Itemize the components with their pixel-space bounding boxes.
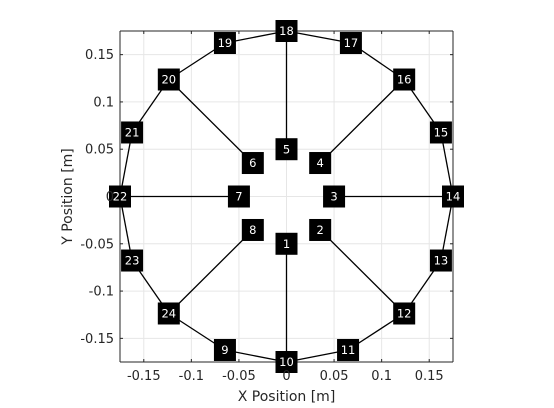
node-marker: 5 <box>275 138 298 161</box>
edge-line <box>319 79 405 164</box>
node-square <box>275 351 298 373</box>
node-label: 8 <box>249 223 256 237</box>
node-square <box>157 302 180 325</box>
node-label: 3 <box>330 190 337 204</box>
node-label: 2 <box>317 223 324 237</box>
node-square <box>213 32 236 55</box>
node-square <box>393 68 416 91</box>
node-marker: 18 <box>275 20 298 42</box>
node-label: 20 <box>161 73 176 87</box>
x-tick-label: 0.1 <box>371 369 392 384</box>
node-square <box>241 152 264 175</box>
y-tick-label: 0.05 <box>85 143 114 158</box>
node-marker: 9 <box>213 338 236 361</box>
node-square <box>323 185 346 208</box>
node-marker: 17 <box>339 32 362 55</box>
node-square <box>241 218 264 241</box>
node-label: 13 <box>434 254 449 268</box>
y-tick-label: -0.15 <box>80 332 114 347</box>
y-tick-label: -0.05 <box>80 237 114 252</box>
x-tick-label: 0 <box>282 369 290 384</box>
y-axis-label: Y Position [m] <box>60 148 76 246</box>
x-tick-label: 0.15 <box>415 369 444 384</box>
node-marker: 2 <box>309 218 332 241</box>
node-marker: 20 <box>157 68 180 91</box>
node-label: 16 <box>397 73 412 87</box>
x-axis-label: X Position [m] <box>238 389 336 405</box>
y-tick-label: 0.1 <box>93 95 114 110</box>
node-marker: 15 <box>429 121 452 144</box>
node-marker: 3 <box>323 185 346 208</box>
node-marker: 11 <box>337 338 360 361</box>
node-marker: 6 <box>241 152 264 175</box>
node-marker: 10 <box>275 351 298 373</box>
node-marker: 19 <box>213 32 236 55</box>
node-label: 24 <box>161 307 176 321</box>
node-marker: 7 <box>227 185 250 208</box>
node-label: 5 <box>283 142 290 156</box>
node-marker: 23 <box>121 249 144 272</box>
edge-line <box>168 229 254 314</box>
node-square <box>309 218 332 241</box>
tick-labels: -0.15 -0.1 -0.05 0 0.05 0.1 0.15-0.15-0.1-0.05… <box>80 48 443 384</box>
x-tick-label: -0.1 <box>179 369 204 384</box>
node-marker: 16 <box>393 68 416 91</box>
x-tick-label: -0.15 <box>127 369 161 384</box>
node-label: 11 <box>341 343 356 357</box>
node-marker: 4 <box>309 152 332 175</box>
edge-line <box>319 229 405 314</box>
node-label: 10 <box>279 355 294 369</box>
node-square <box>429 121 452 144</box>
node-label: 23 <box>125 254 140 268</box>
node-label: 14 <box>446 190 461 204</box>
node-marker: 24 <box>157 302 180 325</box>
node-square <box>109 185 131 208</box>
node-square <box>213 338 236 361</box>
node-label: 6 <box>249 156 256 170</box>
node-square <box>309 152 332 175</box>
node-square <box>337 338 360 361</box>
node-square <box>157 68 180 91</box>
y-tick-label: -0.1 <box>89 285 114 300</box>
node-marker: 8 <box>241 218 264 241</box>
node-marker: 13 <box>429 249 452 272</box>
node-square <box>275 20 298 42</box>
y-tick-label: 0 <box>106 190 114 205</box>
node-label: 17 <box>344 36 359 50</box>
node-square <box>121 121 144 144</box>
node-label: 15 <box>434 126 449 140</box>
node-label: 9 <box>221 343 228 357</box>
node-square <box>339 32 362 55</box>
edge-line <box>168 79 254 164</box>
node-label: 12 <box>397 307 412 321</box>
node-square <box>275 232 298 255</box>
node-marker: 21 <box>121 121 144 144</box>
node-marker: 1 <box>275 232 298 255</box>
node-label: 4 <box>317 156 324 170</box>
node-label: 1 <box>283 237 290 251</box>
node-marker: 22 <box>109 185 131 208</box>
node-label: 21 <box>125 126 140 140</box>
node-square <box>442 185 464 208</box>
node-marker: 12 <box>393 302 416 325</box>
node-marker: 14 <box>442 185 464 208</box>
node-label: 7 <box>235 190 242 204</box>
x-tick-label: -0.05 <box>222 369 256 384</box>
node-label: 18 <box>279 24 294 38</box>
node-square <box>275 138 298 161</box>
node-square <box>393 302 416 325</box>
node-label: 22 <box>113 190 128 204</box>
node-label: 19 <box>218 36 233 50</box>
y-tick-label: 0.15 <box>85 48 114 63</box>
node-square <box>121 249 144 272</box>
node-square <box>429 249 452 272</box>
node-square <box>227 185 250 208</box>
x-tick-label: 0.05 <box>320 369 349 384</box>
